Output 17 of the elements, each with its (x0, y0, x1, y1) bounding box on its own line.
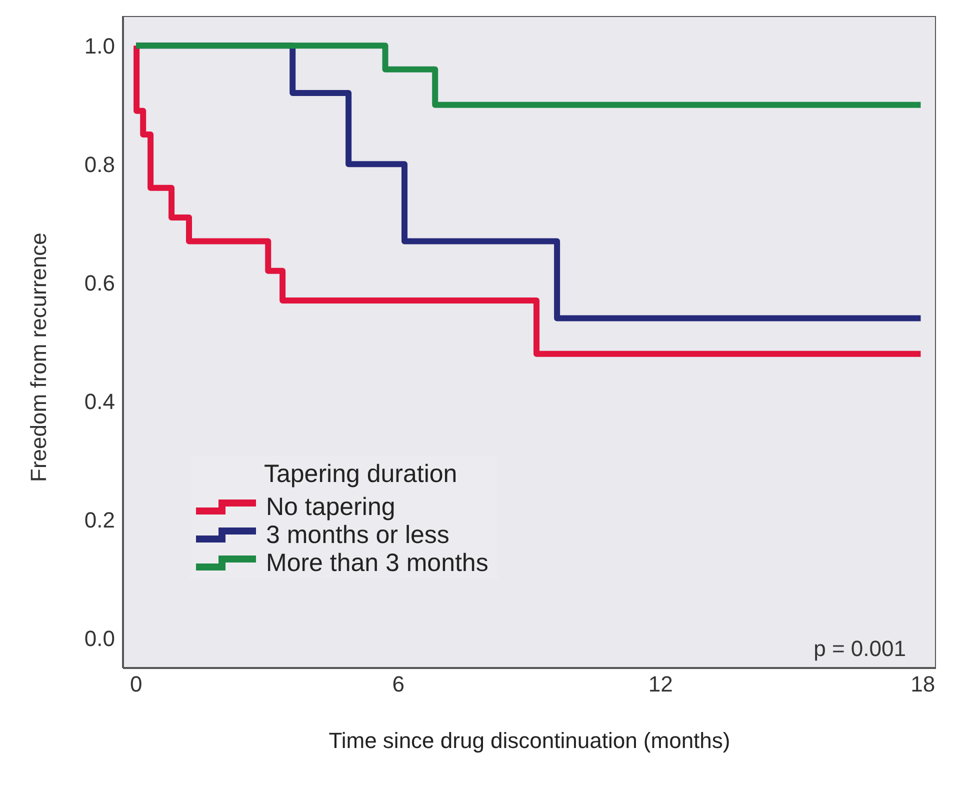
y-tick-label: 1.0 (84, 33, 115, 58)
legend-label: 3 months or less (266, 521, 450, 549)
x-tick-label: 12 (648, 672, 673, 697)
y-tick-label: 0.2 (84, 508, 115, 533)
y-axis-title: Freedom from recurrence (26, 232, 51, 482)
x-tick-label: 6 (392, 672, 404, 697)
annotation: p = 0.001 (814, 636, 906, 662)
y-tick-label: 0.4 (84, 389, 115, 414)
legend-label: No tapering (266, 493, 396, 521)
y-tick-label: 0.8 (84, 152, 115, 177)
x-axis-title: Time since drug discontinuation (months) (328, 728, 730, 753)
legend-label: More than 3 months (266, 549, 488, 577)
x-tick-label: 18 (910, 672, 936, 697)
x-tick-label: 0 (130, 672, 142, 697)
legend-title: Tapering duration (264, 460, 458, 489)
y-tick-label: 0.0 (84, 626, 115, 652)
y-tick-label: 0.6 (84, 270, 115, 296)
